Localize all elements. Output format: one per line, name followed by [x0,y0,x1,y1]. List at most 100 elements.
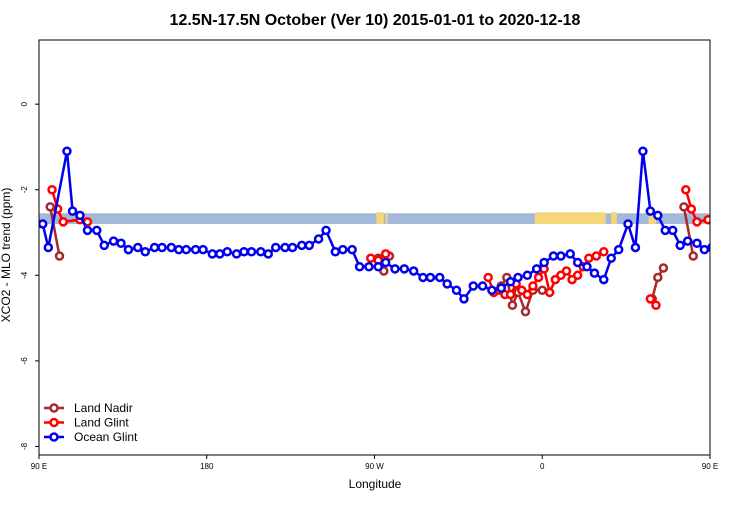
data-point-land-nadir [658,263,669,273]
ocean-band [39,213,710,224]
data-point-ocean-glint [606,253,616,263]
x-tick-label: 90 E [31,462,47,471]
data-point-ocean-glint [364,262,374,272]
x-tick-label: 90 E [702,462,718,471]
legend-label: Land Glint [74,416,129,430]
data-point-ocean-glint [477,281,488,291]
data-point-land-nadir [653,272,663,283]
legend-label: Land Nadir [74,401,133,415]
x-tick-label: 180 [200,462,214,471]
data-point-ocean-glint [734,244,741,251]
legend-marker [49,417,59,428]
data-point-land-glint [483,272,493,283]
land-band-segment [385,212,388,224]
series-line-land-nadir [48,206,61,257]
y-tick-label: -4 [20,271,29,279]
y-axis: 0 -2 -4 -6 -8 [20,101,39,450]
data-point-ocean-glint [660,225,671,236]
data-point-land-glint [599,247,609,257]
data-point-ocean-glint [451,285,462,296]
legend-item-land-glint: Land Glint [44,416,129,430]
data-point-ocean-glint [239,247,249,257]
series-ocean-glint [39,146,749,304]
y-tick-label: -2 [20,186,29,194]
data-point-ocean-glint [505,276,516,287]
land-band-segment [376,212,384,224]
data-point-ocean-glint [166,242,177,253]
x-tick-label: 90 W [365,462,384,471]
series-line-land-nadir [650,267,665,300]
data-point-ocean-glint [92,225,102,236]
data-point-land-glint [544,287,555,298]
data-point-ocean-glint [43,242,54,253]
data-point-land-nadir [54,251,65,261]
data-point-land-glint [584,253,594,263]
data-point-land-glint [681,184,691,195]
data-point-land-glint [366,253,376,263]
data-point-ocean-glint [149,242,160,253]
land-band-segment [648,212,656,224]
data-point-land-glint [703,214,710,225]
data-point-land-glint [591,251,602,261]
legend-marker [49,403,59,413]
legend-item-ocean-glint: Ocean Glint [44,430,138,444]
data-point-ocean-glint [675,240,685,251]
data-point-ocean-glint [613,244,624,255]
data-point-land-glint [561,266,572,276]
data-point-ocean-glint [582,262,592,272]
data-point-ocean-glint [513,272,523,283]
series-layer [39,146,749,317]
data-point-ocean-glint [390,264,400,274]
data-point-ocean-glint [380,257,391,268]
data-point-ocean-glint [468,281,479,291]
data-point-ocean-glint [522,270,533,281]
data-point-land-nadir [45,202,55,212]
data-point-ocean-glint [434,272,445,283]
data-point-ocean-glint [297,240,307,251]
data-point-ocean-glint [531,264,542,274]
land-ocean-band [39,212,710,224]
data-point-ocean-glint [82,225,93,236]
data-point-ocean-glint [133,242,143,253]
data-point-ocean-glint [313,234,324,244]
data-point-ocean-glint [215,249,225,259]
data-point-ocean-glint [623,219,633,229]
legend-marker [49,432,59,442]
data-point-land-glint [651,300,661,311]
data-point-ocean-glint [222,247,233,257]
data-point-land-nadir [537,285,547,296]
data-point-ocean-glint [425,272,436,283]
y-axis-label: XCO2 - MLO trend (ppm) [0,188,13,323]
y-tick-label: 0 [20,101,29,106]
data-point-ocean-glint [487,285,497,296]
x-tick-label: 0 [540,462,545,471]
data-point-land-glint [58,217,68,227]
data-point-ocean-glint [231,249,242,259]
data-point-ocean-glint [123,244,134,255]
data-point-ocean-glint [67,206,78,216]
data-point-land-glint [708,218,710,225]
data-point-ocean-glint [408,266,419,276]
data-point-ocean-glint [157,242,167,253]
data-point-ocean-glint [140,247,150,257]
data-point-ocean-glint [572,257,583,268]
data-point-land-glint [522,289,533,300]
data-point-land-nadir [688,251,698,261]
data-point-ocean-glint [207,249,218,259]
data-point-land-glint [47,184,57,195]
data-point-land-glint [572,270,583,281]
data-point-land-glint [686,204,697,214]
y-tick-label: -6 [20,357,29,365]
data-point-ocean-glint [75,210,85,221]
data-point-ocean-glint [565,249,575,259]
data-point-ocean-glint [338,244,348,255]
data-point-ocean-glint [682,236,693,246]
data-point-ocean-glint [589,268,600,278]
data-point-ocean-glint [742,244,749,251]
data-point-ocean-glint [599,274,609,285]
data-point-ocean-glint [496,283,506,293]
data-point-ocean-glint [174,244,184,255]
data-point-land-glint [380,249,391,259]
